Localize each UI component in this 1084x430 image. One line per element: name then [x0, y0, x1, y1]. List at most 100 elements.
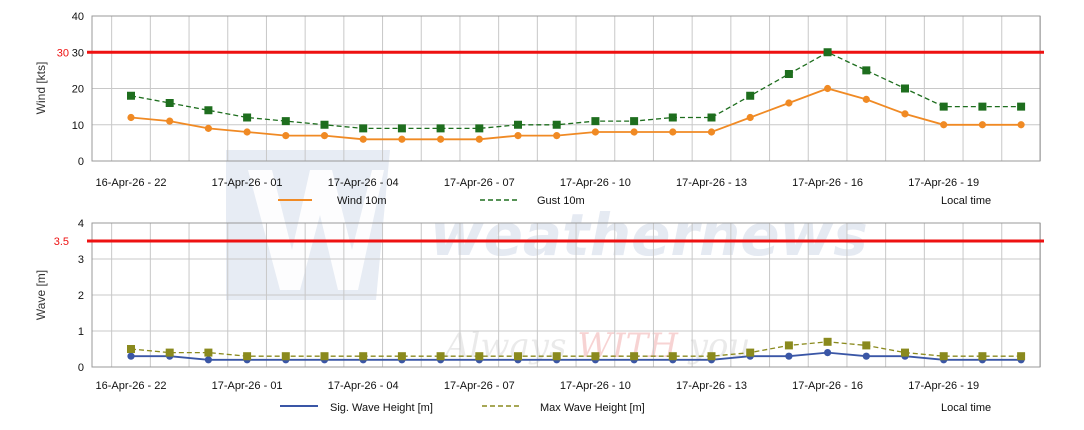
- data-point-wind-10m: [437, 135, 445, 143]
- data-point-gust-10m: [901, 84, 909, 93]
- data-point-gust-10m: [552, 120, 561, 129]
- data-point-max-wave-height-m: [823, 337, 832, 346]
- data-point-max-wave-height-m: [746, 348, 755, 357]
- data-point-gust-10m: [823, 48, 832, 57]
- data-point-wind-10m: [204, 124, 212, 132]
- data-point-gust-10m: [862, 66, 871, 75]
- wave-y-axis-title: Wave [m]: [34, 270, 48, 320]
- data-point-wind-10m: [359, 135, 367, 143]
- data-point-wind-10m: [127, 113, 135, 122]
- data-point-wind-10m: [1017, 121, 1025, 129]
- data-point-wind-10m: [166, 117, 174, 125]
- data-point-wind-10m: [630, 128, 638, 136]
- data-point-max-wave-height-m: [397, 352, 406, 361]
- wave-threshold-label: 3.5: [54, 236, 69, 248]
- data-point-wind-10m: [475, 135, 483, 143]
- data-point-max-wave-height-m: [281, 352, 290, 361]
- data-point-max-wave-height-m: [939, 352, 948, 361]
- data-point-max-wave-height-m: [127, 345, 135, 353]
- watermark-logo: [226, 150, 390, 300]
- wind-panel: Wind [kts] 0 10 20 30 40 16-Apr-26 - 22 17-Apr…: [34, 11, 1044, 189]
- data-point-wind-10m: [320, 132, 329, 140]
- wave-y-tick-label: 4: [78, 218, 84, 230]
- data-point-max-wave-height-m: [165, 348, 174, 357]
- data-point-wind-10m: [901, 110, 909, 118]
- data-point-max-wave-height-m: [359, 352, 368, 361]
- wave-y-tick-label: 1: [78, 326, 84, 338]
- series-wind-10m: [127, 84, 1025, 143]
- data-point-gust-10m: [281, 117, 290, 126]
- wind-x-tick-label: 17-Apr-26 - 16: [792, 177, 863, 189]
- wave-plot-frame: [91, 222, 1041, 368]
- data-point-gust-10m: [746, 91, 755, 100]
- data-point-gust-10m: [204, 106, 213, 115]
- data-point-gust-10m: [630, 117, 639, 126]
- wind-x-tick-label: 17-Apr-26 - 10: [560, 177, 631, 189]
- legend-wind-label: Wind 10m: [337, 195, 387, 207]
- data-point-sig-wave-height-m: [204, 356, 212, 364]
- wind-y-axis-title: Wind [kts]: [34, 62, 48, 115]
- wind-x-tick-label: 17-Apr-26 - 01: [212, 177, 283, 189]
- data-point-max-wave-height-m: [514, 352, 522, 361]
- data-point-wind-10m: [243, 128, 251, 136]
- data-point-sig-wave-height-m: [824, 349, 832, 357]
- data-point-gust-10m: [397, 124, 406, 133]
- data-point-gust-10m: [514, 120, 522, 129]
- data-point-max-wave-height-m: [475, 352, 484, 361]
- data-point-wind-10m: [669, 128, 677, 136]
- data-point-gust-10m: [127, 91, 135, 100]
- data-point-gust-10m: [475, 124, 484, 133]
- data-point-max-wave-height-m: [591, 352, 600, 361]
- data-point-gust-10m: [165, 99, 174, 107]
- data-point-max-wave-height-m: [784, 341, 793, 350]
- wave-x-tick-label: 17-Apr-26 - 19: [908, 380, 979, 392]
- legend-wave-local-time: Local time: [941, 402, 991, 414]
- wind-x-tick-label: 17-Apr-26 - 07: [444, 177, 515, 189]
- wave-y-tick-label: 2: [78, 290, 84, 302]
- data-point-max-wave-height-m: [552, 352, 561, 361]
- series-line-sig-wave-height-m: [131, 351, 1022, 361]
- wind-plot-frame: [91, 15, 1041, 162]
- data-point-wind-10m: [824, 84, 832, 93]
- wind-y-tick-label: 30: [72, 47, 84, 59]
- legend-local-time: Local time: [941, 195, 991, 207]
- data-point-max-wave-height-m: [862, 341, 871, 350]
- series-line-max-wave-height-m: [130, 341, 1022, 357]
- data-point-wind-10m: [978, 121, 987, 129]
- series-max-wave-height-m: [127, 337, 1026, 361]
- wave-x-tick-label: 17-Apr-26 - 04: [328, 380, 399, 392]
- data-point-max-wave-height-m: [668, 352, 677, 361]
- wave-x-tick-label: 17-Apr-26 - 07: [444, 380, 515, 392]
- data-point-wind-10m: [940, 121, 948, 129]
- data-point-gust-10m: [784, 70, 793, 78]
- wind-legend: Wind 10m Gust 10m Local time: [278, 195, 991, 207]
- data-point-sig-wave-height-m: [127, 352, 135, 360]
- legend-max-wave-label: Max Wave Height [m]: [540, 402, 645, 414]
- data-point-sig-wave-height-m: [785, 352, 793, 360]
- data-point-max-wave-height-m: [320, 352, 329, 361]
- data-point-wind-10m: [707, 128, 716, 136]
- wind-x-tick-label: 17-Apr-26 - 04: [328, 177, 399, 189]
- legend-gust-label: Gust 10m: [537, 195, 585, 207]
- legend-sig-wave-label: Sig. Wave Height [m]: [330, 402, 433, 414]
- wave-y-tick-label: 0: [78, 362, 84, 374]
- wind-threshold-label: 30: [57, 47, 69, 59]
- data-point-wind-10m: [746, 113, 754, 122]
- watermark: weathernews Always WITH you: [226, 150, 868, 366]
- data-point-gust-10m: [359, 124, 368, 133]
- data-point-wind-10m: [785, 99, 793, 107]
- wave-x-tick-label: 17-Apr-26 - 01: [212, 380, 283, 392]
- data-point-max-wave-height-m: [243, 352, 252, 361]
- wind-x-tick-label: 17-Apr-26 - 19: [908, 177, 979, 189]
- data-point-max-wave-height-m: [707, 352, 716, 361]
- watermark-brand-text: weathernews: [430, 201, 868, 269]
- data-point-gust-10m: [707, 113, 716, 122]
- data-point-gust-10m: [243, 113, 252, 122]
- series-line-wind-10m: [130, 87, 1022, 141]
- data-point-sig-wave-height-m: [862, 352, 870, 360]
- wave-x-tick-label: 17-Apr-26 - 13: [676, 380, 747, 392]
- wind-y-tick-label: 20: [72, 84, 84, 96]
- data-point-max-wave-height-m: [630, 352, 639, 361]
